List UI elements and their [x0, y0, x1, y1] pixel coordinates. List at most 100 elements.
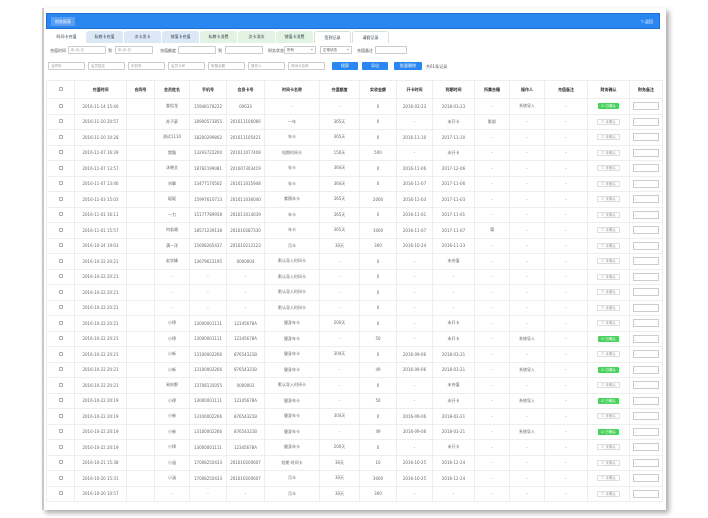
- amount-min-input[interactable]: [178, 46, 216, 54]
- unconfirmed-button[interactable]: ☐ 未确认: [597, 118, 620, 125]
- finance-confirm-cell[interactable]: ☐ 未确认: [587, 206, 630, 223]
- finance-note-input[interactable]: -: [633, 427, 659, 436]
- checkbox-icon[interactable]: [58, 320, 63, 325]
- end-date-input[interactable]: 年-月-日: [115, 46, 153, 54]
- unconfirmed-button[interactable]: ☐ 未确认: [597, 320, 620, 327]
- unconfirmed-button[interactable]: ☐ 未确认: [597, 413, 620, 420]
- filter-input[interactable]: 合同号: [48, 62, 85, 70]
- finance-note-input[interactable]: -: [633, 474, 659, 483]
- unconfirmed-button[interactable]: ☐ 未确认: [597, 490, 620, 497]
- finance-confirm-cell[interactable]: ☐ 未确认: [587, 485, 630, 502]
- filter-input[interactable]: 手机号: [128, 62, 165, 70]
- finance-confirm-cell[interactable]: ☑ 已确认: [587, 330, 630, 347]
- finance-note-input[interactable]: -: [633, 303, 659, 312]
- row-select[interactable]: [46, 315, 75, 332]
- row-select[interactable]: [46, 129, 75, 146]
- checkbox-icon[interactable]: [58, 398, 63, 403]
- row-select[interactable]: [46, 361, 75, 378]
- export-button[interactable]: 导出: [362, 62, 388, 70]
- finance-note-input[interactable]: -: [633, 350, 659, 359]
- filter-input[interactable]: 会员卡号: [168, 62, 205, 70]
- finance-note-input[interactable]: -: [633, 381, 659, 390]
- finance-note-input[interactable]: -: [633, 272, 659, 281]
- tab-5[interactable]: 次卡消次: [238, 31, 275, 43]
- row-select[interactable]: [46, 392, 75, 409]
- finance-note-input[interactable]: -: [633, 133, 659, 142]
- finance-confirm-cell[interactable]: ☑ 已确认: [587, 423, 630, 440]
- unconfirmed-button[interactable]: ☐ 未确认: [597, 196, 620, 203]
- finance-status-select[interactable]: 所有 •: [284, 46, 316, 54]
- checkbox-icon[interactable]: [58, 196, 63, 201]
- tab-1[interactable]: 私教卡充值: [86, 31, 123, 43]
- row-select[interactable]: [46, 423, 75, 440]
- checkbox-icon[interactable]: [58, 475, 63, 480]
- row-select[interactable]: [46, 237, 75, 254]
- row-select[interactable]: [46, 408, 75, 425]
- checkbox-icon[interactable]: [58, 382, 63, 387]
- tab-2[interactable]: 次卡发卡: [124, 31, 161, 43]
- row-select[interactable]: [46, 299, 75, 316]
- batch-delete-button[interactable]: 批量删除: [394, 62, 422, 70]
- filter-input[interactable]: 会员姓名: [88, 62, 125, 70]
- row-select[interactable]: [46, 454, 75, 471]
- unconfirmed-button[interactable]: ☐ 未确认: [597, 351, 620, 358]
- finance-note-input[interactable]: -: [633, 241, 659, 250]
- finance-note-input[interactable]: -: [633, 210, 659, 219]
- checkbox-icon[interactable]: [58, 150, 63, 155]
- finance-confirm-cell[interactable]: ☐ 未确认: [587, 454, 630, 471]
- back-button[interactable]: ⮌ 返回: [640, 19, 653, 24]
- checkbox-icon[interactable]: [58, 413, 63, 418]
- row-select[interactable]: [46, 439, 75, 456]
- unconfirmed-button[interactable]: ☐ 未确认: [597, 242, 620, 249]
- tab-0[interactable]: 时间卡充值: [48, 31, 85, 43]
- checkbox-icon[interactable]: [58, 336, 63, 341]
- finance-note-input[interactable]: -: [633, 195, 659, 204]
- checkbox-icon[interactable]: [58, 351, 63, 356]
- filter-input[interactable]: 操作人: [248, 62, 285, 70]
- checkbox-icon[interactable]: [58, 103, 63, 108]
- row-select[interactable]: [46, 222, 75, 239]
- checkbox-icon[interactable]: [58, 181, 63, 186]
- finance-note-input[interactable]: -: [633, 365, 659, 374]
- finance-note-input[interactable]: -: [633, 179, 659, 188]
- finance-note-input[interactable]: -: [633, 443, 659, 452]
- row-select[interactable]: [46, 98, 75, 115]
- row-select[interactable]: [46, 113, 75, 130]
- row-select[interactable]: [46, 253, 75, 270]
- row-select[interactable]: [46, 268, 75, 285]
- finance-confirm-cell[interactable]: ☐ 未确认: [587, 470, 630, 487]
- checkbox-icon[interactable]: [58, 212, 63, 217]
- checkbox-icon[interactable]: [58, 460, 63, 465]
- unconfirmed-button[interactable]: ☐ 未确认: [597, 149, 620, 156]
- finance-note-input[interactable]: -: [633, 288, 659, 297]
- row-select[interactable]: [46, 144, 75, 161]
- checkbox-icon[interactable]: [58, 367, 63, 372]
- unconfirmed-button[interactable]: ☐ 未确认: [597, 444, 620, 451]
- unconfirmed-button[interactable]: ☐ 未确认: [597, 180, 620, 187]
- unconfirmed-button[interactable]: ☐ 未确认: [597, 211, 620, 218]
- finance-confirm-cell[interactable]: ☐ 未确认: [587, 408, 630, 425]
- checkbox-icon[interactable]: [58, 227, 63, 232]
- checkbox-icon[interactable]: [58, 444, 63, 449]
- finance-note-input[interactable]: -: [633, 148, 659, 157]
- finance-note-input[interactable]: -: [633, 334, 659, 343]
- checkbox-icon[interactable]: [58, 258, 63, 263]
- finance-note-input[interactable]: -: [633, 412, 659, 421]
- filter-input[interactable]: 时间卡名称: [288, 62, 325, 70]
- finance-note-input[interactable]: -: [633, 458, 659, 467]
- finance-note-input[interactable]: -: [633, 117, 659, 126]
- checkbox-icon[interactable]: [58, 165, 63, 170]
- unconfirmed-button[interactable]: ☐ 未确认: [597, 165, 620, 172]
- tab-6[interactable]: 储值卡消费: [276, 31, 313, 43]
- checkbox-icon[interactable]: [58, 274, 63, 279]
- finance-confirm-cell[interactable]: ☐ 未确认: [587, 222, 630, 239]
- tab-3[interactable]: 储值卡充值: [162, 31, 199, 43]
- unconfirmed-button[interactable]: ☐ 未确认: [597, 273, 620, 280]
- finance-note-input[interactable]: -: [633, 396, 659, 405]
- finance-confirm-cell[interactable]: ☐ 未确认: [587, 160, 630, 177]
- row-select[interactable]: [46, 470, 75, 487]
- finance-confirm-cell[interactable]: ☑ 已确认: [587, 361, 630, 378]
- finance-confirm-cell[interactable]: ☐ 未确认: [587, 191, 630, 208]
- checkbox-icon[interactable]: [58, 119, 63, 124]
- row-select[interactable]: [46, 191, 75, 208]
